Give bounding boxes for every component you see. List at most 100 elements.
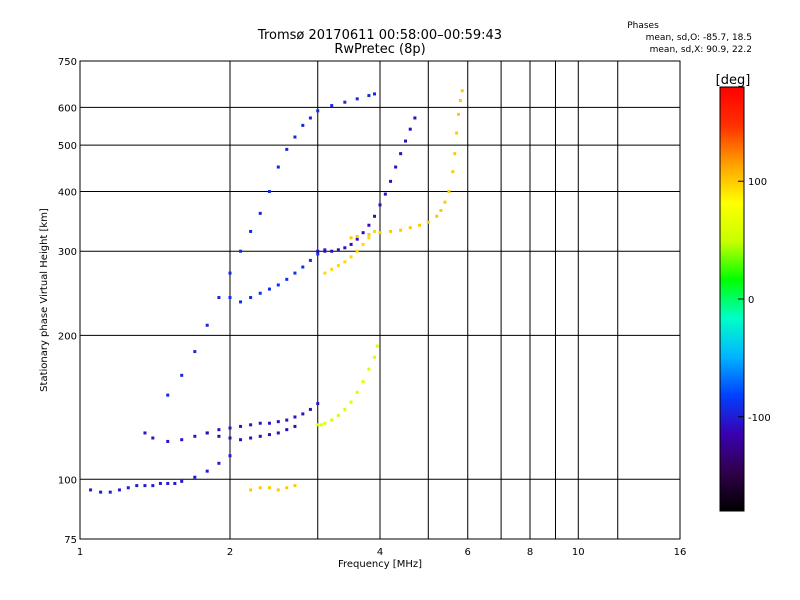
data-point xyxy=(293,135,297,139)
data-point xyxy=(460,89,464,93)
data-point xyxy=(151,436,155,440)
data-point xyxy=(135,484,139,488)
x-tick-label: 10 xyxy=(572,547,585,558)
x-tick-label: 6 xyxy=(465,547,471,558)
data-point xyxy=(205,431,209,435)
data-point xyxy=(180,438,184,442)
data-point xyxy=(323,249,327,253)
colorbar-tick-label: 100 xyxy=(748,177,767,188)
data-point xyxy=(355,97,359,101)
data-point xyxy=(330,249,334,253)
chart-subtitle: RwPretec (8p) xyxy=(334,42,425,57)
x-tick-label: 2 xyxy=(227,547,233,558)
data-point xyxy=(193,475,197,479)
data-point xyxy=(293,271,297,275)
y-tick-label: 500 xyxy=(58,141,77,152)
data-point xyxy=(316,402,320,406)
data-point xyxy=(301,123,305,127)
data-point xyxy=(217,461,221,465)
data-point xyxy=(373,214,377,218)
x-tick-label: 16 xyxy=(674,547,687,558)
data-point xyxy=(276,488,280,492)
data-point xyxy=(451,170,455,174)
data-point xyxy=(389,179,393,183)
data-point xyxy=(355,237,359,241)
data-point xyxy=(217,434,221,438)
data-point xyxy=(228,454,232,458)
data-point xyxy=(166,393,170,397)
data-point xyxy=(276,283,280,287)
data-point xyxy=(375,344,379,348)
data-point xyxy=(158,481,162,485)
data-point xyxy=(151,484,155,488)
data-point xyxy=(453,152,457,156)
data-point xyxy=(316,249,320,253)
x-axis-label: Frequency [MHz] xyxy=(338,559,422,570)
y-tick-label: 100 xyxy=(58,475,77,486)
y-tick-label: 300 xyxy=(58,247,77,258)
data-point xyxy=(228,426,232,430)
data-point xyxy=(316,423,320,427)
stats-x-phase: mean, sd,X: 90.9, 22.2 xyxy=(650,45,752,55)
x-tick-label: 1 xyxy=(77,547,83,558)
colorbar-label: [deg] xyxy=(716,73,751,88)
data-point xyxy=(267,486,271,490)
data-point xyxy=(367,223,371,227)
series-trace xyxy=(89,454,232,494)
data-point xyxy=(205,469,209,473)
data-point xyxy=(316,109,320,113)
data-point xyxy=(249,423,253,427)
data-point xyxy=(361,242,365,246)
data-point xyxy=(258,291,262,295)
chart-title: Tromsø 20170611 00:58:00–00:59:43 xyxy=(257,28,502,43)
data-point xyxy=(249,436,253,440)
data-point xyxy=(349,255,353,259)
colorbar-tick-label: -100 xyxy=(748,413,771,424)
y-tick-label: 75 xyxy=(64,535,77,546)
data-point xyxy=(355,235,359,239)
data-point xyxy=(323,421,327,425)
stats-o-phase: mean, sd,O: -85.7, 18.5 xyxy=(646,33,752,43)
data-point xyxy=(180,479,184,483)
data-point xyxy=(258,434,262,438)
data-point xyxy=(408,127,412,131)
data-point xyxy=(343,407,347,411)
data-point xyxy=(217,296,221,300)
data-point xyxy=(217,428,221,432)
series-trace xyxy=(143,402,320,443)
series-trace xyxy=(349,89,464,240)
data-point xyxy=(249,296,253,300)
data-point xyxy=(228,436,232,440)
data-point xyxy=(285,277,289,281)
data-point xyxy=(378,203,382,207)
data-point xyxy=(367,367,371,371)
y-tick-label: 400 xyxy=(58,187,77,198)
data-point xyxy=(389,229,393,233)
y-tick-label: 200 xyxy=(58,331,77,342)
data-point xyxy=(349,236,353,240)
data-point xyxy=(399,152,403,156)
data-point xyxy=(239,424,243,428)
data-point xyxy=(336,264,340,268)
data-point xyxy=(343,100,347,104)
data-point xyxy=(258,211,262,215)
series-trace xyxy=(228,248,327,304)
data-point xyxy=(361,380,365,384)
data-point xyxy=(308,258,312,262)
series-trace xyxy=(205,424,297,442)
series-trace xyxy=(316,344,379,427)
data-point xyxy=(239,300,243,304)
data-point xyxy=(267,421,271,425)
data-point xyxy=(267,189,271,193)
data-point xyxy=(285,486,289,490)
data-point xyxy=(367,236,371,240)
x-tick-label: 4 xyxy=(377,547,383,558)
data-point xyxy=(276,431,280,435)
data-point xyxy=(293,424,297,428)
data-point xyxy=(258,486,262,490)
data-point xyxy=(435,214,439,218)
data-point xyxy=(267,433,271,437)
data-point xyxy=(301,265,305,269)
data-point xyxy=(323,271,327,275)
